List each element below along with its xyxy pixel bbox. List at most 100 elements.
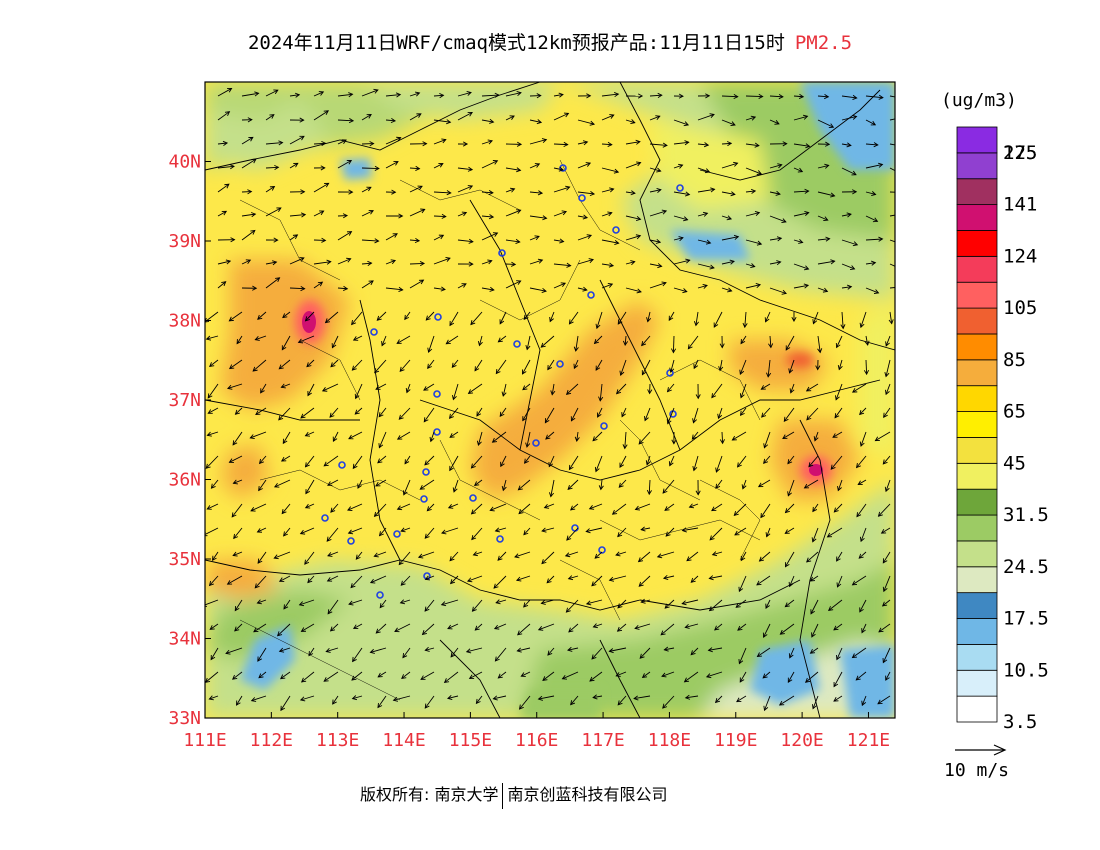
wind-arrow-head	[863, 369, 870, 376]
wind-arrow	[519, 695, 531, 710]
wind-arrow	[805, 671, 819, 683]
wind-arrow-head	[224, 111, 231, 116]
wind-arrow	[877, 695, 891, 705]
wind-arrow-head	[207, 393, 213, 399]
wind-arrow	[495, 647, 507, 662]
wind-arrow-head	[300, 285, 306, 292]
wind-arrow-head	[782, 141, 788, 147]
wind-arrow	[377, 695, 387, 708]
wind-arrow	[599, 383, 603, 401]
wind-arrow-head	[304, 316, 310, 322]
wind-arrow	[745, 116, 756, 121]
wind-arrow-head	[718, 366, 724, 372]
wind-arrow	[300, 407, 315, 419]
wind-arrow-head	[260, 388, 265, 394]
wind-arrow	[609, 575, 627, 581]
title-pollutant: PM2.5	[794, 32, 853, 54]
wind-arrow	[817, 119, 834, 128]
wind-arrow	[737, 623, 747, 631]
wind-arrow-head	[903, 285, 907, 289]
wind-arrow-head	[232, 674, 238, 680]
wind-arrow-head	[509, 115, 515, 120]
wind-arrow	[601, 283, 613, 289]
wind-arrow	[522, 383, 531, 391]
wind-arrow	[255, 407, 267, 415]
wind-arrow-head	[250, 506, 256, 512]
wind-arrow	[433, 257, 451, 265]
wind-arrow-head	[225, 259, 232, 265]
wind-arrow	[769, 191, 781, 195]
wind-arrow-head	[227, 87, 233, 93]
wind-arrow-head	[324, 182, 330, 188]
wind-arrow	[841, 311, 844, 329]
wind-arrow	[806, 407, 819, 421]
wind-arrow	[859, 599, 867, 613]
wind-arrow	[625, 191, 635, 194]
wind-arrow-head	[803, 265, 810, 271]
wind-arrow	[566, 383, 579, 395]
wind-arrow-head	[323, 677, 329, 682]
wind-arrow	[305, 311, 315, 322]
wind-arrow	[232, 671, 243, 680]
wind-arrow	[763, 431, 771, 448]
wind-arrow	[282, 431, 291, 444]
wind-arrow	[241, 158, 257, 169]
wind-arrow	[521, 671, 531, 677]
wind-arrow-head	[332, 436, 338, 442]
lon-tick-label: 120E	[780, 730, 823, 751]
wind-arrow-head	[705, 673, 712, 679]
wind-arrow	[304, 551, 315, 565]
wind-arrow-head	[232, 479, 238, 485]
wind-arrow-head	[474, 625, 480, 631]
wind-arrow-head	[325, 648, 331, 653]
wind-arrow	[457, 212, 467, 217]
city-marker	[420, 495, 428, 503]
wind-arrow-head	[468, 238, 474, 244]
wind-arrow-head	[750, 263, 756, 268]
wind-arrow-head	[683, 121, 690, 127]
wind-arrow	[424, 599, 435, 612]
wind-arrow-head	[374, 368, 380, 374]
wind-arrow-head	[208, 695, 214, 701]
wind-arrow	[313, 142, 326, 145]
wind-arrow	[553, 263, 571, 267]
wind-arrow-head	[806, 557, 812, 563]
wind-arrow	[337, 139, 347, 145]
concentration-field	[205, 82, 907, 718]
wind-arrow-head	[607, 283, 614, 288]
wind-arrow-head	[543, 503, 550, 509]
wind-arrow-head	[516, 167, 522, 173]
wind-arrow-head	[230, 237, 236, 243]
wind-arrow-head	[234, 606, 240, 612]
wind-arrow	[591, 647, 603, 660]
wind-arrow-head	[705, 239, 712, 245]
wind-arrow	[279, 647, 291, 652]
wind-arrow	[553, 143, 568, 146]
footer-copyright: 版权所有: 南京大学 南京创蓝科技有限公司	[360, 781, 668, 809]
wind-arrow-head	[470, 320, 476, 326]
wind-arrow-head	[638, 581, 644, 587]
wind-arrow	[361, 186, 372, 193]
wind-arrow	[577, 191, 595, 195]
wind-arrow	[721, 260, 735, 265]
wind-arrow-head	[494, 527, 501, 533]
wind-arrow	[281, 503, 291, 514]
wind-arrow-head	[657, 92, 663, 99]
wind-arrow	[526, 431, 531, 448]
wind-arrow	[354, 407, 363, 415]
wind-arrow	[529, 191, 543, 194]
wind-arrow-head	[396, 505, 403, 511]
wind-arrow	[718, 407, 723, 419]
wind-arrow	[305, 455, 315, 468]
wind-arrow-head	[783, 416, 789, 422]
wind-arrow-head	[678, 163, 684, 169]
wind-arrow-head	[836, 582, 842, 588]
wind-arrow-head	[477, 340, 483, 347]
wind-arrow-head	[568, 319, 574, 325]
wind-arrow-head	[881, 601, 888, 607]
wind-arrow	[376, 311, 387, 321]
wind-arrow-head	[452, 487, 458, 493]
wind-arrow	[523, 527, 531, 536]
wind-arrow	[856, 455, 867, 468]
wind-arrow-head	[343, 285, 349, 291]
